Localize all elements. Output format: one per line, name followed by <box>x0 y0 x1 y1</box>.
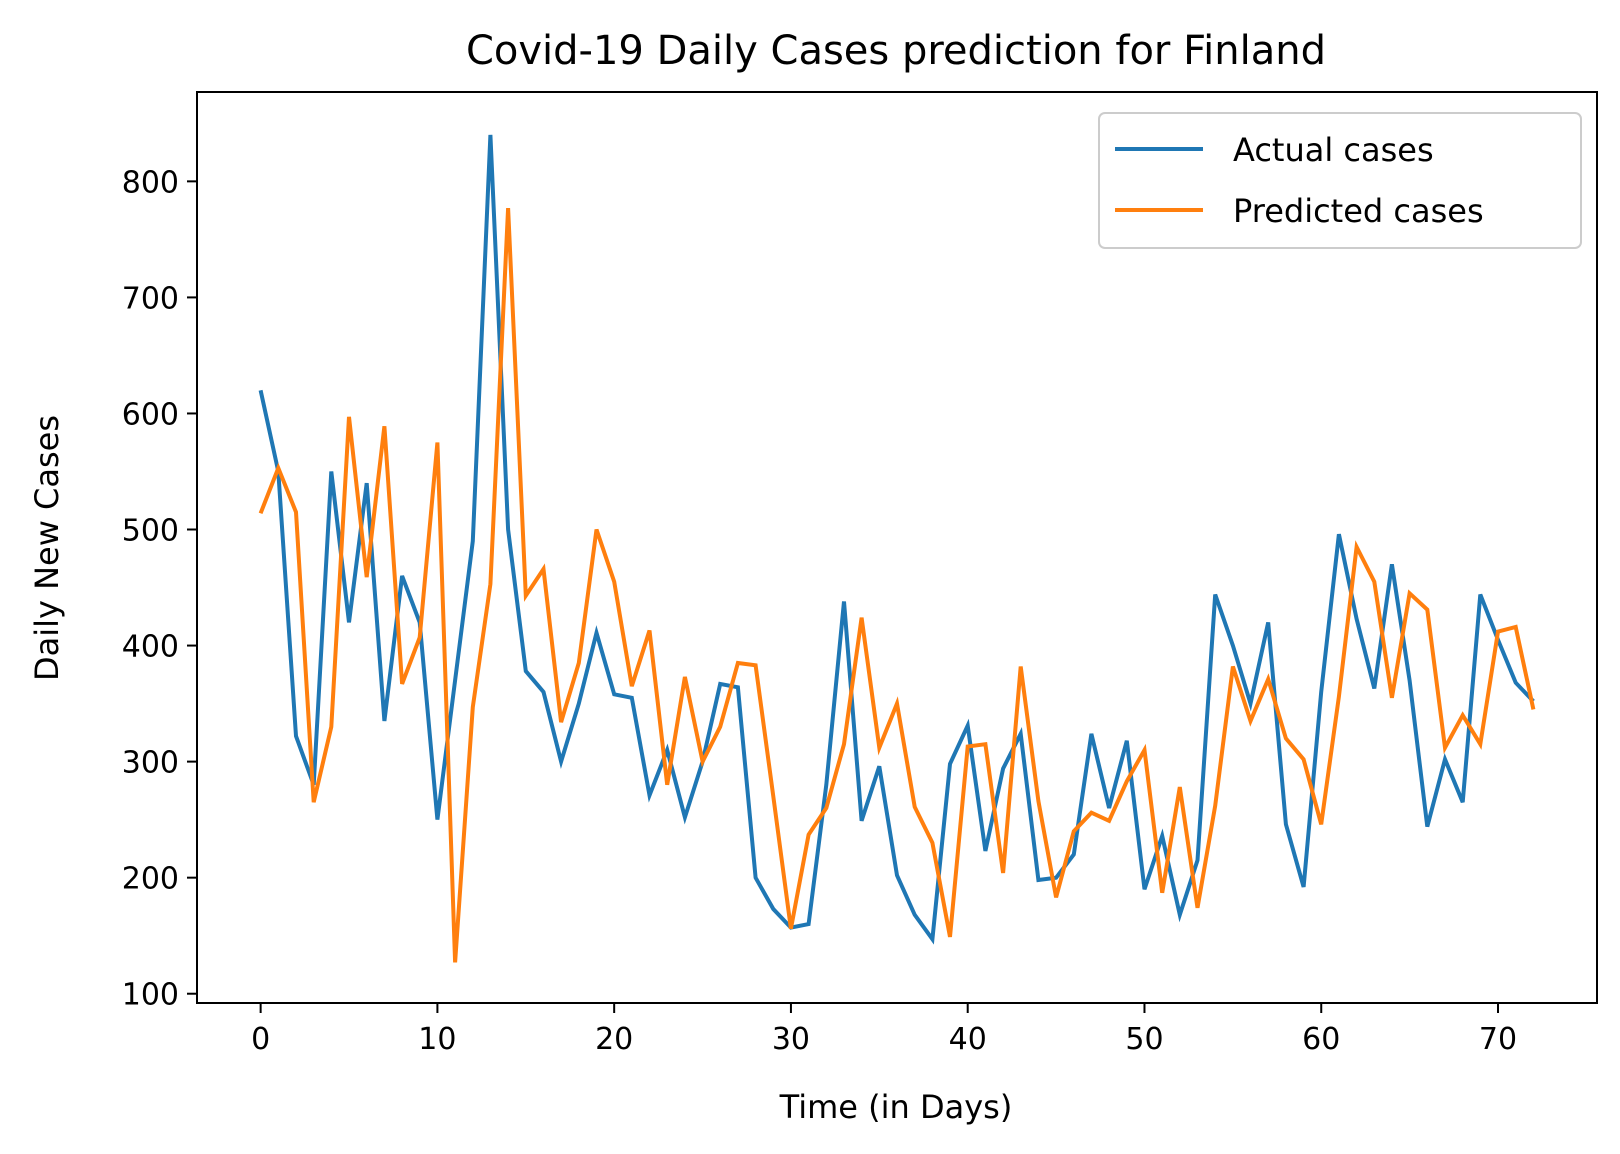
y-axis: 100 200 300 400 500 600 700 800 <box>122 165 197 1013</box>
y-tick-label: 800 <box>122 165 179 200</box>
x-tick-label: 50 <box>1125 1022 1163 1057</box>
y-axis-label: Daily New Cases <box>28 415 66 681</box>
x-tick-label: 0 <box>251 1022 270 1057</box>
x-tick-label: 40 <box>949 1022 987 1057</box>
y-tick-label: 200 <box>122 862 179 897</box>
series-line-predicted <box>258 208 1536 963</box>
y-tick-label: 600 <box>122 397 179 432</box>
x-tick-label: 20 <box>595 1022 633 1057</box>
x-tick-label: 70 <box>1479 1022 1517 1057</box>
y-tick-label: 700 <box>122 281 179 316</box>
x-tick-label: 10 <box>418 1022 456 1057</box>
legend: Actual cases Predicted cases <box>1098 112 1582 249</box>
legend-label-actual: Actual cases <box>1233 131 1434 169</box>
legend-box <box>1098 112 1582 249</box>
y-tick-label: 100 <box>122 978 179 1013</box>
x-axis-label: Time (in Days) <box>779 1088 1013 1126</box>
x-axis: 0 10 20 30 40 50 60 70 <box>251 1003 1517 1057</box>
legend-label-predicted: Predicted cases <box>1233 192 1484 230</box>
chart-title: Covid-19 Daily Cases prediction for Finl… <box>466 28 1326 74</box>
series-layer <box>258 134 1536 963</box>
y-tick-label: 500 <box>122 514 179 549</box>
x-tick-label: 60 <box>1302 1022 1340 1057</box>
y-tick-label: 300 <box>122 746 179 781</box>
y-tick-label: 400 <box>122 630 179 665</box>
x-tick-label: 30 <box>772 1022 810 1057</box>
series-line-actual <box>258 134 1535 945</box>
